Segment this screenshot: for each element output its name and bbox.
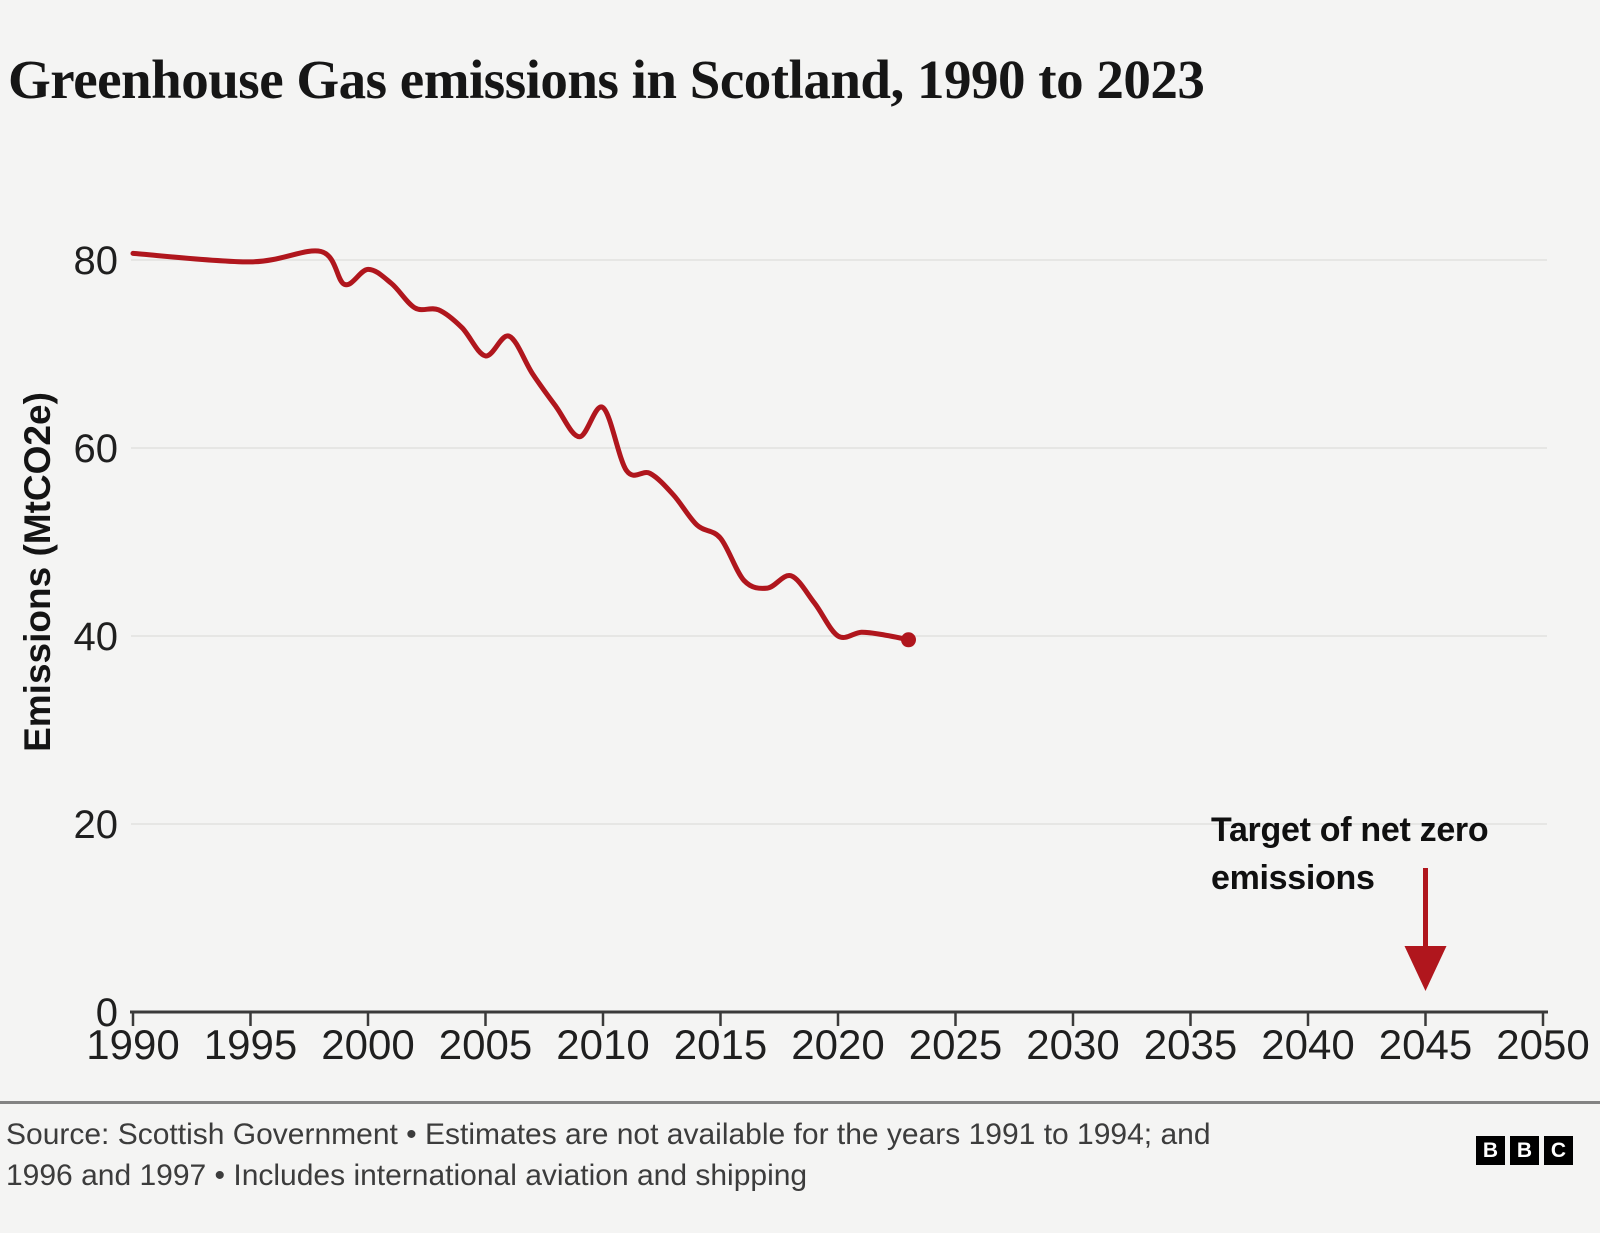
x-tick-label: 2030 xyxy=(1026,1021,1119,1068)
x-tick-label: 2015 xyxy=(674,1021,767,1068)
y-tick-label: 60 xyxy=(74,427,119,471)
line-end-dot xyxy=(901,632,916,648)
footer-divider xyxy=(0,1101,1600,1104)
x-tick-label: 1995 xyxy=(204,1021,297,1068)
y-tick-label: 0 xyxy=(96,991,118,1035)
x-tick-label: 2040 xyxy=(1261,1021,1354,1068)
x-tick-label: 2045 xyxy=(1379,1021,1472,1068)
emissions-line xyxy=(130,248,911,643)
x-tick-label: 2050 xyxy=(1496,1021,1589,1068)
bbc-logo: B B C xyxy=(1476,1136,1573,1165)
x-tick-label: 2000 xyxy=(321,1021,414,1068)
x-tick-label: 2005 xyxy=(439,1021,532,1068)
y-tick-label: 20 xyxy=(74,803,119,847)
y-tick-label: 40 xyxy=(74,615,119,659)
y-tick-label: 80 xyxy=(74,239,119,283)
target-arrow-head xyxy=(1404,946,1447,991)
x-tick-label: 2020 xyxy=(791,1021,884,1068)
source-note: Source: Scottish Government • Estimates … xyxy=(6,1118,1211,1193)
chart-title: Greenhouse Gas emissions in Scotland, 19… xyxy=(8,49,1205,110)
bbc-logo-letter: B xyxy=(1510,1136,1539,1165)
x-tick-label: 2025 xyxy=(909,1021,1002,1068)
net-zero-annotation: Target of net zero emissions xyxy=(1211,811,1489,898)
x-tick-label: 2035 xyxy=(1144,1021,1237,1068)
x-tick-label: 2010 xyxy=(556,1021,649,1068)
bbc-logo-letter: B xyxy=(1476,1136,1505,1165)
bbc-logo-letter: C xyxy=(1544,1136,1573,1165)
x-tick-label: 1990 xyxy=(86,1021,179,1068)
